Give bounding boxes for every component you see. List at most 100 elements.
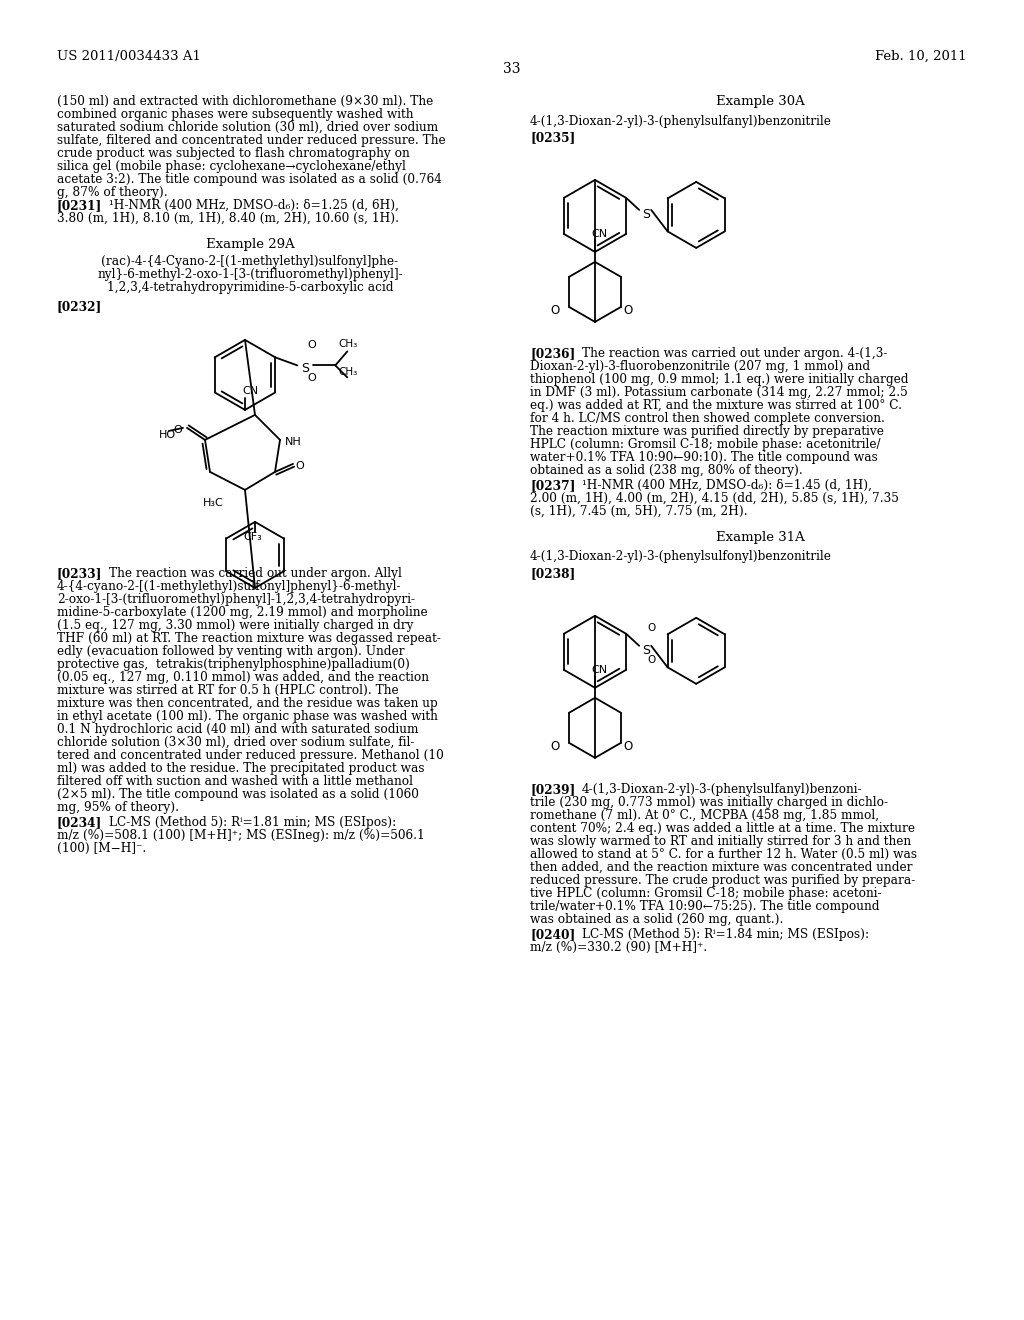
Text: CN: CN [591,228,607,239]
Text: Example 30A: Example 30A [716,95,805,108]
Text: LC-MS (Method 5): Rⁱ=1.81 min; MS (ESIpos):: LC-MS (Method 5): Rⁱ=1.81 min; MS (ESIpo… [109,816,396,829]
Text: 2.00 (m, 1H), 4.00 (m, 2H), 4.15 (dd, 2H), 5.85 (s, 1H), 7.35: 2.00 (m, 1H), 4.00 (m, 2H), 4.15 (dd, 2H… [530,492,899,504]
Text: ¹H-NMR (400 MHz, DMSO-d₆): δ=1.25 (d, 6H),: ¹H-NMR (400 MHz, DMSO-d₆): δ=1.25 (d, 6H… [109,199,399,213]
Text: O: O [623,739,632,752]
Text: acetate 3:2). The title compound was isolated as a solid (0.764: acetate 3:2). The title compound was iso… [57,173,442,186]
Text: [0231]: [0231] [57,199,102,213]
Text: [0238]: [0238] [530,568,575,581]
Text: saturated sodium chloride solution (30 ml), dried over sodium: saturated sodium chloride solution (30 m… [57,121,438,135]
Text: S: S [301,363,309,375]
Text: Dioxan-2-yl)-3-fluorobenzonitrile (207 mg, 1 mmol) and: Dioxan-2-yl)-3-fluorobenzonitrile (207 m… [530,360,870,372]
Text: (100) [M−H]⁻.: (100) [M−H]⁻. [57,842,146,855]
Text: 4-(1,3-Dioxan-2-yl)-3-(phenylsulfanyl)benzonitrile: 4-(1,3-Dioxan-2-yl)-3-(phenylsulfanyl)be… [530,115,831,128]
Text: 33: 33 [503,62,521,77]
Text: silica gel (mobile phase: cyclohexane→cyclohexane/ethyl: silica gel (mobile phase: cyclohexane→cy… [57,160,406,173]
Text: LC-MS (Method 5): Rⁱ=1.84 min; MS (ESIpos):: LC-MS (Method 5): Rⁱ=1.84 min; MS (ESIpo… [582,928,869,941]
Text: sulfate, filtered and concentrated under reduced pressure. The: sulfate, filtered and concentrated under… [57,135,445,147]
Text: tive HPLC (column: Gromsil C-18; mobile phase: acetoni-: tive HPLC (column: Gromsil C-18; mobile … [530,887,882,900]
Text: filtered off with suction and washed with a little methanol: filtered off with suction and washed wit… [57,775,413,788]
Text: CH₃: CH₃ [338,367,357,378]
Text: combined organic phases were subsequently washed with: combined organic phases were subsequentl… [57,108,414,121]
Text: 4-{4-cyano-2-[(1-methylethyl)sulfonyl]phenyl}-6-methyl-: 4-{4-cyano-2-[(1-methylethyl)sulfonyl]ph… [57,579,401,593]
Text: THF (60 ml) at RT. The reaction mixture was degassed repeat-: THF (60 ml) at RT. The reaction mixture … [57,632,441,645]
Text: The reaction was carried out under argon. Allyl: The reaction was carried out under argon… [109,566,401,579]
Text: [0240]: [0240] [530,928,575,941]
Text: (rac)-4-{4-Cyano-2-[(1-methylethyl)sulfonyl]phe-: (rac)-4-{4-Cyano-2-[(1-methylethyl)sulfo… [101,255,398,268]
Text: mixture was stirred at RT for 0.5 h (HPLC control). The: mixture was stirred at RT for 0.5 h (HPL… [57,684,398,697]
Text: O: O [647,655,655,665]
Text: NH: NH [285,437,302,447]
Text: HPLC (column: Gromsil C-18; mobile phase: acetonitrile/: HPLC (column: Gromsil C-18; mobile phase… [530,438,881,451]
Text: O: O [551,739,560,752]
Text: then added, and the reaction mixture was concentrated under: then added, and the reaction mixture was… [530,861,912,874]
Text: (2×5 ml). The title compound was isolated as a solid (1060: (2×5 ml). The title compound was isolate… [57,788,419,801]
Text: chloride solution (3×30 ml), dried over sodium sulfate, fil-: chloride solution (3×30 ml), dried over … [57,737,415,748]
Text: mg, 95% of theory).: mg, 95% of theory). [57,801,179,814]
Text: trile/water+0.1% TFA 10:90←75:25). The title compound: trile/water+0.1% TFA 10:90←75:25). The t… [530,900,880,913]
Text: for 4 h. LC/MS control then showed complete conversion.: for 4 h. LC/MS control then showed compl… [530,412,885,425]
Text: Feb. 10, 2011: Feb. 10, 2011 [876,50,967,63]
Text: CN: CN [591,665,607,675]
Text: CN: CN [242,385,258,396]
Text: O: O [307,341,316,350]
Text: O: O [647,623,655,632]
Text: tered and concentrated under reduced pressure. Methanol (10: tered and concentrated under reduced pre… [57,748,443,762]
Text: mixture was then concentrated, and the residue was taken up: mixture was then concentrated, and the r… [57,697,437,710]
Text: [0237]: [0237] [530,479,575,492]
Text: m/z (%)=330.2 (90) [M+H]⁺.: m/z (%)=330.2 (90) [M+H]⁺. [530,941,708,954]
Text: [0233]: [0233] [57,566,102,579]
Text: [0236]: [0236] [530,347,575,360]
Text: reduced pressure. The crude product was purified by prepara-: reduced pressure. The crude product was … [530,874,915,887]
Text: CH₃: CH₃ [338,339,357,350]
Text: S: S [642,644,650,657]
Text: H₃C: H₃C [203,498,224,508]
Text: [0239]: [0239] [530,783,575,796]
Text: (1.5 eq., 127 mg, 3.30 mmol) were initially charged in dry: (1.5 eq., 127 mg, 3.30 mmol) were initia… [57,619,414,632]
Text: 4-(1,3-Dioxan-2-yl)-3-(phenylsulfonyl)benzonitrile: 4-(1,3-Dioxan-2-yl)-3-(phenylsulfonyl)be… [530,550,831,564]
Text: m/z (%)=508.1 (100) [M+H]⁺; MS (ESIneg): m/z (%)=506.1: m/z (%)=508.1 (100) [M+H]⁺; MS (ESIneg):… [57,829,425,842]
Text: water+0.1% TFA 10:90←90:10). The title compound was: water+0.1% TFA 10:90←90:10). The title c… [530,451,878,463]
Text: thiophenol (100 mg, 0.9 mmol; 1.1 eq.) were initially charged: thiophenol (100 mg, 0.9 mmol; 1.1 eq.) w… [530,372,908,385]
Text: [0232]: [0232] [57,301,102,313]
Text: 3.80 (m, 1H), 8.10 (m, 1H), 8.40 (m, 2H), 10.60 (s, 1H).: 3.80 (m, 1H), 8.10 (m, 1H), 8.40 (m, 2H)… [57,213,399,224]
Text: 4-(1,3-Dioxan-2-yl)-3-(phenylsulfanyl)benzoni-: 4-(1,3-Dioxan-2-yl)-3-(phenylsulfanyl)be… [582,783,862,796]
Text: protective gas,  tetrakis(triphenylphosphine)palladium(0): protective gas, tetrakis(triphenylphosph… [57,657,410,671]
Text: [0234]: [0234] [57,816,102,829]
Text: in DMF (3 ml). Potassium carbonate (314 mg, 2.27 mmol; 2.5: in DMF (3 ml). Potassium carbonate (314 … [530,385,907,399]
Text: O: O [623,304,632,317]
Text: [0235]: [0235] [530,132,575,144]
Text: CF₃: CF₃ [244,532,262,543]
Text: The reaction mixture was purified directly by preparative: The reaction mixture was purified direct… [530,425,884,438]
Text: US 2011/0034433 A1: US 2011/0034433 A1 [57,50,201,63]
Text: trile (230 mg, 0.773 mmol) was initially charged in dichlo-: trile (230 mg, 0.773 mmol) was initially… [530,796,888,809]
Text: Example 29A: Example 29A [206,238,294,251]
Text: 1,2,3,4-tetrahydropyrimidine-5-carboxylic acid: 1,2,3,4-tetrahydropyrimidine-5-carboxyli… [106,281,393,294]
Text: content 70%; 2.4 eq.) was added a little at a time. The mixture: content 70%; 2.4 eq.) was added a little… [530,822,915,834]
Text: O: O [307,374,316,383]
Text: was obtained as a solid (260 mg, quant.).: was obtained as a solid (260 mg, quant.)… [530,913,783,925]
Text: obtained as a solid (238 mg, 80% of theory).: obtained as a solid (238 mg, 80% of theo… [530,463,803,477]
Text: O: O [295,461,304,471]
Text: The reaction was carried out under argon. 4-(1,3-: The reaction was carried out under argon… [582,347,888,360]
Text: was slowly warmed to RT and initially stirred for 3 h and then: was slowly warmed to RT and initially st… [530,834,911,847]
Text: edly (evacuation followed by venting with argon). Under: edly (evacuation followed by venting wit… [57,645,404,657]
Text: ml) was added to the residue. The precipitated product was: ml) was added to the residue. The precip… [57,762,425,775]
Text: ¹H-NMR (400 MHz, DMSO-d₆): δ=1.45 (d, 1H),: ¹H-NMR (400 MHz, DMSO-d₆): δ=1.45 (d, 1H… [582,479,872,492]
Text: in ethyl acetate (100 ml). The organic phase was washed with: in ethyl acetate (100 ml). The organic p… [57,710,438,723]
Text: nyl}-6-methyl-2-oxo-1-[3-(trifluoromethyl)phenyl]-: nyl}-6-methyl-2-oxo-1-[3-(trifluoromethy… [97,268,402,281]
Text: 2-oxo-1-[3-(trifluoromethyl)phenyl]-1,2,3,4-tetrahydropyri-: 2-oxo-1-[3-(trifluoromethyl)phenyl]-1,2,… [57,593,415,606]
Text: O: O [551,304,560,317]
Text: romethane (7 ml). At 0° C., MCPBA (458 mg, 1.85 mmol,: romethane (7 ml). At 0° C., MCPBA (458 m… [530,809,880,822]
Text: (150 ml) and extracted with dichloromethane (9×30 ml). The: (150 ml) and extracted with dichlorometh… [57,95,433,108]
Text: 0.1 N hydrochloric acid (40 ml) and with saturated sodium: 0.1 N hydrochloric acid (40 ml) and with… [57,723,419,737]
Text: (s, 1H), 7.45 (m, 5H), 7.75 (m, 2H).: (s, 1H), 7.45 (m, 5H), 7.75 (m, 2H). [530,504,748,517]
Text: HO: HO [159,430,176,440]
Text: midine-5-carboxylate (1200 mg, 2.19 mmol) and morpholine: midine-5-carboxylate (1200 mg, 2.19 mmol… [57,606,428,619]
Text: Example 31A: Example 31A [716,531,805,544]
Text: crude product was subjected to flash chromatography on: crude product was subjected to flash chr… [57,147,410,160]
Text: (0.05 eq., 127 mg, 0.110 mmol) was added, and the reaction: (0.05 eq., 127 mg, 0.110 mmol) was added… [57,671,429,684]
Text: eq.) was added at RT, and the mixture was stirred at 100° C.: eq.) was added at RT, and the mixture wa… [530,399,902,412]
Text: g, 87% of theory).: g, 87% of theory). [57,186,168,199]
Text: S: S [642,209,650,220]
Text: allowed to stand at 5° C. for a further 12 h. Water (0.5 ml) was: allowed to stand at 5° C. for a further … [530,847,918,861]
